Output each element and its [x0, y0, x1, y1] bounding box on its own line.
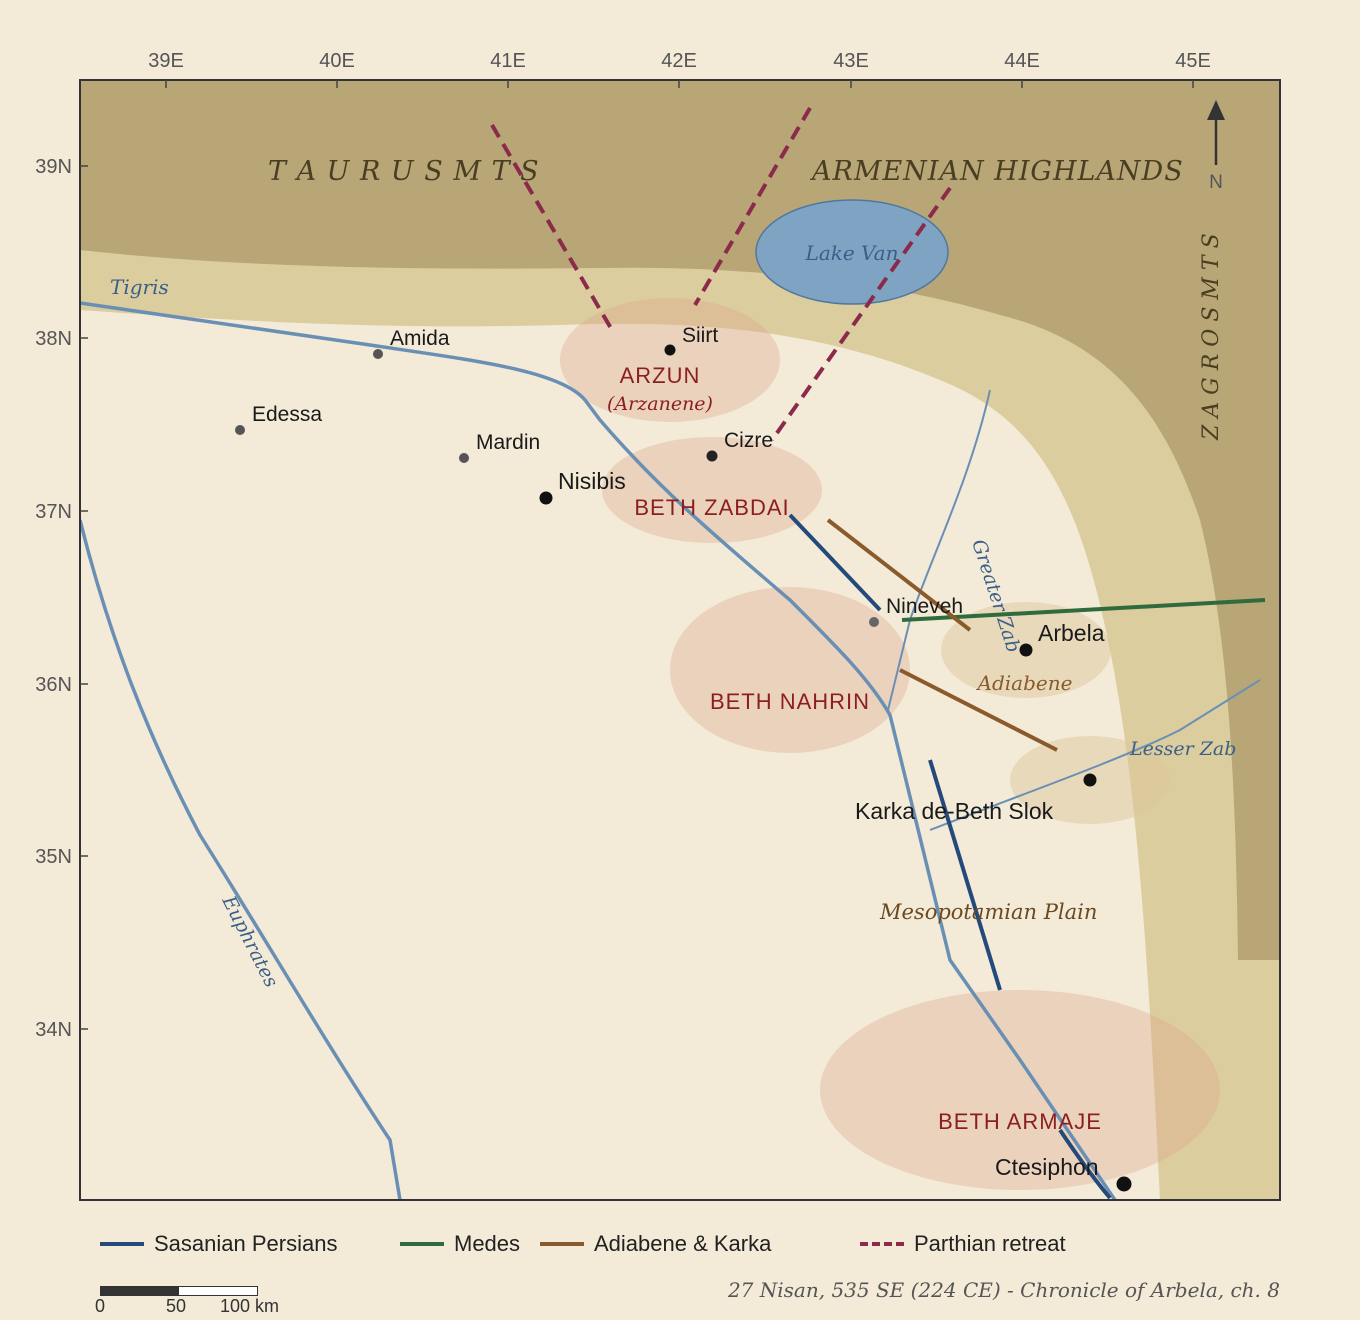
sasanian-route-north: [788, 513, 882, 612]
region-beth-zabdai-label: BETH ZABDAI: [634, 495, 789, 520]
region-beth-nahrin-label: BETH NAHRIN: [710, 689, 870, 714]
lon-tick-44: 44E: [1004, 50, 1040, 72]
city-dot-edessa: [235, 425, 245, 435]
adiabene-route-north: [826, 518, 972, 632]
lat-tick-38: 38N: [35, 328, 72, 350]
legend-item-adiabene: Adiabene & Karka: [540, 1228, 771, 1260]
lon-tick-41: 41E: [490, 50, 526, 72]
legend-swatch-sasanian: [100, 1242, 144, 1246]
legend-label-medes: Medes: [454, 1231, 521, 1256]
city-label-mardin: Mardin: [476, 431, 540, 454]
lat-tick-35: 35N: [35, 846, 72, 868]
euphrates-river: [80, 519, 402, 1200]
sasanian-route-south: [928, 759, 1002, 991]
greater-zab-river: [887, 389, 991, 711]
legend-swatch-medes: [400, 1242, 444, 1246]
adiabene-route-south: [899, 668, 1058, 752]
region-beth-nahrin-area: [670, 587, 910, 753]
scale-label-100: 100 km: [220, 1296, 280, 1316]
sasanian-route-ctesiphon: [1058, 1128, 1112, 1200]
parthian-retreat-east: [770, 186, 952, 442]
legend-label-adiabene: Adiabene & Karka: [594, 1231, 772, 1256]
lat-tick-37: 37N: [35, 501, 72, 523]
medes-route: [901, 598, 1266, 622]
legend-swatch-adiabene: [540, 1242, 584, 1246]
region-arzun-area: [560, 298, 780, 422]
city-dot-amida: [373, 349, 383, 359]
lesser-zab-label: Lesser Zab: [1129, 738, 1236, 760]
city-label-ctesiphon: Ctesiphon: [995, 1154, 1099, 1180]
legend-item-medes: Medes: [400, 1228, 520, 1260]
city-dot-nisibis: [539, 491, 553, 505]
city-label-karka: Karka de-Beth Slok: [855, 798, 1054, 824]
legend-item-sasanian: Sasanian Persians: [100, 1228, 337, 1260]
tigris-label: Tigris: [110, 275, 169, 299]
city-dot-mardin: [459, 453, 469, 463]
graticule-ticks: [80, 80, 1194, 1030]
north-label: N: [1209, 172, 1223, 193]
city-dot-cizre: [706, 450, 718, 462]
city-label-arbela: Arbela: [1038, 620, 1105, 646]
scale-bar-segment-dark: [100, 1286, 180, 1296]
lat-tick-34: 34N: [35, 1019, 72, 1041]
city-label-amida: Amida: [390, 327, 450, 350]
city-label-cizre: Cizre: [724, 429, 773, 452]
parthian-retreat-west: [490, 123, 614, 332]
lon-tick-43: 43E: [833, 50, 869, 72]
city-label-edessa: Edessa: [252, 403, 322, 426]
lat-tick-39: 39N: [35, 156, 72, 178]
map-frame: [79, 79, 1281, 1201]
taurus-label: T A U R U S M T S: [268, 156, 540, 187]
scale-bar-segment-light: [178, 1286, 258, 1296]
legend-swatch-parthian: [860, 1242, 904, 1246]
lon-tick-39: 39E: [148, 50, 184, 72]
scale-label-0: 0: [95, 1296, 106, 1316]
scale-bar: 0 50 100 km: [95, 1286, 300, 1320]
mesopotamian-plain-label: Mesopotamian Plain: [879, 900, 1097, 924]
region-beth-armaje-label: BETH ARMAJE: [938, 1109, 1102, 1134]
map-legend: Sasanian Persians Medes Adiabene & Karka…: [100, 1228, 1300, 1260]
lon-tick-42: 42E: [661, 50, 697, 72]
foothills-region: [80, 80, 1280, 1200]
lon-tick-40: 40E: [319, 50, 355, 72]
city-dot-siirt: [664, 344, 676, 356]
zagros-label: Z A G R O S M T S: [1199, 233, 1224, 441]
region-beth-zabdai-area: [602, 437, 822, 543]
city-dot-ctesiphon: [1116, 1176, 1132, 1192]
city-label-siirt: Siirt: [682, 324, 718, 347]
region-arzun-label: ARZUN: [620, 363, 701, 388]
city-dot-arbela: [1019, 643, 1033, 657]
region-arzanene-label: (Arzanene): [607, 393, 713, 415]
armenian-highlands-label: ARMENIAN HIGHLANDS: [809, 156, 1184, 187]
legend-item-parthian: Parthian retreat: [860, 1228, 1066, 1260]
north-arrow-icon: [1207, 100, 1225, 120]
scale-label-50: 50: [166, 1296, 187, 1316]
city-dot-karka: [1083, 773, 1097, 787]
legend-label-sasanian: Sasanian Persians: [154, 1231, 338, 1256]
lake-van: [755, 199, 949, 305]
region-adiabene-label: Adiabene: [976, 671, 1073, 695]
highlands-region: [80, 80, 1280, 960]
city-label-nisibis: Nisibis: [558, 468, 626, 494]
lat-tick-36: 36N: [35, 674, 72, 696]
city-label-nineveh: Nineveh: [886, 595, 963, 618]
lon-tick-45: 45E: [1175, 50, 1211, 72]
city-dot-nineveh: [869, 617, 879, 627]
region-beth-armaje-area: [820, 990, 1220, 1190]
lesser-zab-river: [929, 679, 1261, 831]
map-caption: 27 Nisan, 535 SE (224 CE) - Chronicle of…: [727, 1278, 1280, 1302]
lake-van-label: Lake Van: [805, 241, 899, 265]
tigris-river: [80, 301, 1117, 1200]
legend-label-parthian: Parthian retreat: [914, 1231, 1066, 1256]
parthian-retreat-center: [693, 106, 812, 307]
